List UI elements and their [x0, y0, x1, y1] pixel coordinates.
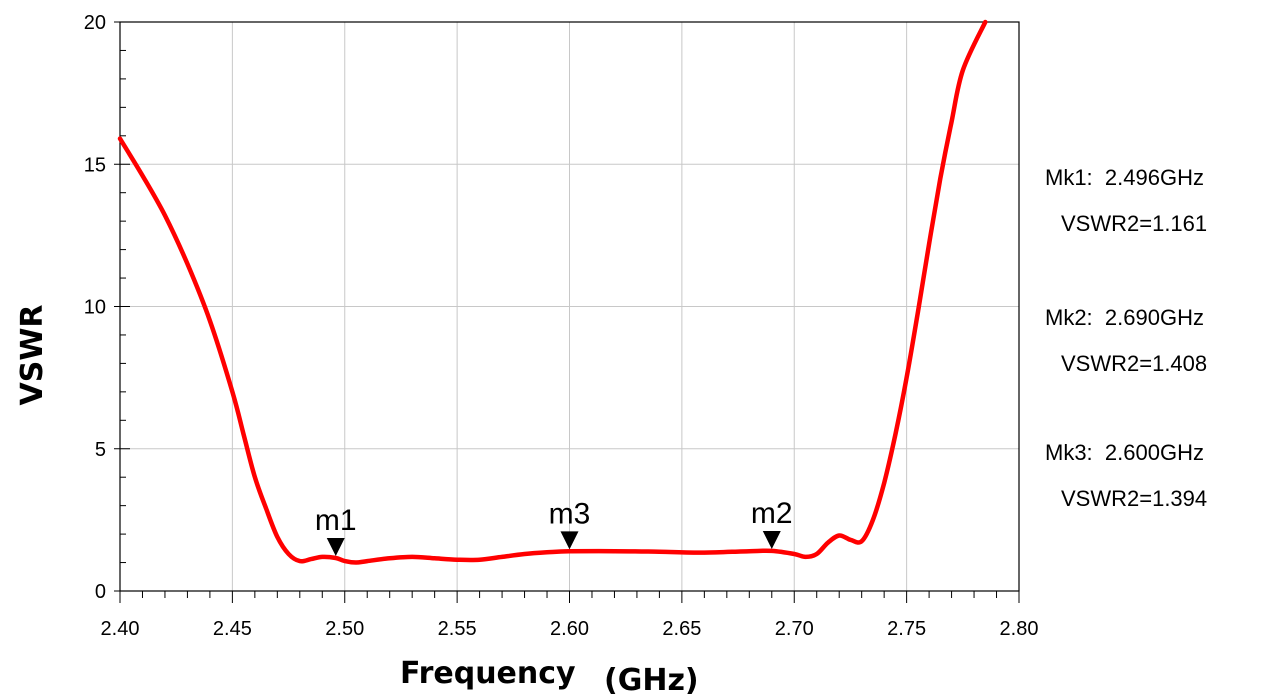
readout-freq-mk1: Mk1: 2.496GHz	[1045, 165, 1204, 190]
marker-triangle-m2	[762, 530, 781, 549]
x-axis-title: Frequency	[400, 656, 576, 691]
x-tick-label: 2.55	[438, 618, 477, 640]
y-tick-label: 5	[95, 439, 106, 461]
grid-lines	[120, 22, 1019, 591]
plot-frame	[119, 21, 1020, 592]
x-tick-label: 2.45	[213, 618, 252, 640]
x-tick-label: 2.80	[1000, 618, 1039, 640]
markers-layer: m1 m2 m3	[315, 497, 793, 556]
readout-vswr-mk1: VSWR2=1.161	[1061, 211, 1208, 236]
marker-label-m3: m3	[549, 497, 591, 530]
readout-vswr-mk3: VSWR2=1.394	[1061, 486, 1208, 511]
x-tick-label: 2.40	[101, 618, 140, 640]
y-tick-label: 20	[84, 12, 106, 34]
x-tick-label: 2.60	[550, 618, 589, 640]
marker-triangle-m3	[560, 531, 579, 550]
x-tick-label: 2.75	[887, 618, 926, 640]
vswr-series-line	[117, 19, 988, 565]
series-layer	[117, 19, 988, 565]
readout-freq-mk3: Mk3: 2.600GHz	[1045, 440, 1204, 465]
x-axis-unit: (GHz)	[604, 663, 699, 697]
x-tick-label: 2.70	[775, 618, 814, 640]
marker-triangle-m1	[326, 537, 345, 556]
tick-labels: 2.40 2.45 2.50 2.55 2.60 2.65 2.70 2.75 2.80 0 5 10…	[84, 12, 1039, 640]
y-axis-title: VSWR	[15, 304, 50, 405]
readout-freq-mk2: Mk2: 2.690GHz	[1045, 305, 1204, 330]
readout-vswr-mk2: VSWR2=1.408	[1061, 351, 1208, 376]
marker-label-m2: m2	[751, 497, 793, 530]
x-tick-label: 2.50	[325, 618, 364, 640]
y-tick-label: 15	[84, 154, 106, 176]
y-tick-label: 10	[84, 297, 106, 319]
y-tick-label: 0	[95, 581, 106, 603]
axes	[114, 21, 1020, 603]
x-tick-label: 2.65	[662, 618, 701, 640]
marker-label-m1: m1	[315, 504, 357, 537]
